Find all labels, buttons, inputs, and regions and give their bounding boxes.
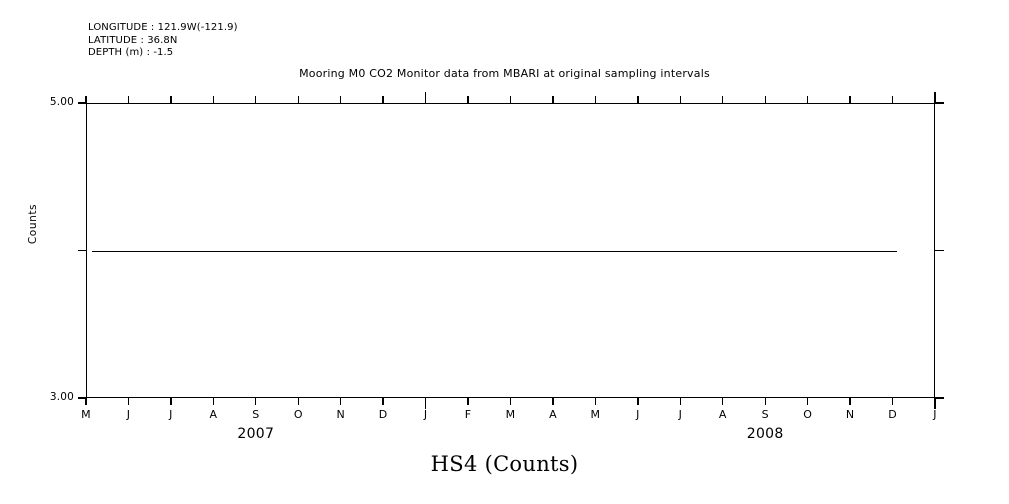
x-axis-tick	[170, 398, 172, 405]
chart-title: Mooring M0 CO2 Monitor data from MBARI a…	[299, 67, 710, 80]
x-axis-tick-label: J	[933, 408, 937, 421]
y-axis-tick	[935, 397, 944, 399]
figure-caption: HS4 (Counts)	[430, 452, 579, 476]
x-axis-tick-label: A	[549, 408, 557, 421]
x-axis-tick	[297, 96, 299, 103]
x-axis-tick	[85, 398, 87, 405]
x-axis-tick-label: O	[803, 408, 813, 421]
x-axis-tick	[679, 398, 681, 405]
x-axis-tick-label: S	[761, 408, 769, 421]
x-axis-tick	[594, 398, 597, 405]
y-axis-tick-label: 5.00	[49, 96, 74, 108]
x-axis-tick	[297, 398, 299, 405]
x-axis-year-tick	[934, 398, 936, 409]
station-metadata: LONGITUDE : 121.9W(-121.9) LATITUDE : 36…	[88, 22, 238, 60]
x-axis-tick	[255, 398, 257, 405]
x-axis-tick	[340, 398, 342, 405]
x-axis-tick	[891, 398, 894, 405]
x-axis-year-tick	[424, 398, 427, 409]
x-axis-tick-label: D	[378, 408, 388, 421]
x-axis-tick-label: A	[209, 408, 218, 421]
x-axis-tick	[467, 96, 469, 103]
x-axis-tick-label: S	[252, 408, 260, 421]
x-axis-tick-label: D	[888, 408, 897, 421]
y-axis-tick	[78, 249, 87, 252]
y-axis-tick	[935, 249, 944, 252]
x-axis-year-tick	[934, 92, 936, 103]
x-axis-tick-label: J	[678, 408, 683, 421]
x-axis-tick	[806, 96, 809, 103]
longitude-text: LONGITUDE : 121.9W(-121.9)	[88, 22, 238, 33]
x-axis-tick	[679, 96, 681, 103]
x-axis-tick	[637, 398, 639, 405]
x-axis-tick-label: M	[81, 408, 91, 421]
x-axis-tick	[594, 96, 597, 103]
y-axis-tick	[78, 102, 87, 104]
x-axis-year-label: 2007	[237, 426, 275, 442]
x-axis-tick-label: O	[293, 408, 303, 421]
x-axis-tick	[340, 96, 342, 103]
x-axis-tick	[382, 398, 384, 405]
x-axis-tick	[552, 398, 554, 405]
x-axis-tick-label: J	[169, 408, 173, 421]
x-axis-tick	[849, 398, 851, 405]
x-axis-tick	[509, 398, 512, 405]
y-axis-tick	[78, 397, 87, 399]
data-series-line	[92, 250, 897, 253]
x-axis-year-label: 2008	[746, 426, 784, 442]
x-axis-tick	[849, 96, 851, 103]
y-axis-title: Counts	[27, 203, 39, 245]
y-axis-tick	[935, 102, 944, 104]
x-axis-tick	[212, 96, 215, 103]
x-axis-year-tick	[424, 92, 427, 103]
x-axis-tick-label: A	[718, 408, 727, 421]
x-axis-tick-label: J	[423, 408, 428, 421]
x-axis-tick-label: J	[126, 408, 131, 421]
x-axis-tick	[806, 398, 809, 405]
x-axis-tick-label: F	[464, 408, 472, 421]
x-axis-tick	[722, 96, 724, 103]
x-axis-tick	[552, 96, 554, 103]
x-axis-tick-label: M	[590, 408, 601, 421]
x-axis-tick	[255, 96, 257, 103]
depth-text: DEPTH (m) : -1.5	[88, 47, 174, 58]
x-axis-tick	[764, 398, 766, 405]
x-axis-tick-label: N	[336, 408, 345, 421]
x-axis-tick	[212, 398, 215, 405]
y-axis-tick-label: 3.00	[49, 391, 74, 403]
x-axis-tick	[891, 96, 894, 103]
x-axis-tick-label: N	[845, 408, 855, 421]
x-axis-tick-label: J	[636, 408, 640, 421]
latitude-text: LATITUDE : 36.8N	[88, 34, 178, 46]
x-axis-tick	[170, 96, 172, 103]
x-axis-tick	[722, 398, 724, 405]
x-axis-tick	[637, 96, 639, 103]
x-axis-tick	[764, 96, 766, 103]
x-axis-tick-label: M	[505, 408, 516, 421]
x-axis-tick	[85, 96, 87, 103]
x-axis-tick	[127, 96, 130, 103]
x-axis-tick	[509, 96, 512, 103]
x-axis-tick	[382, 96, 384, 103]
x-axis-tick	[467, 398, 469, 405]
x-axis-tick	[127, 398, 130, 405]
plot-area	[86, 103, 935, 398]
